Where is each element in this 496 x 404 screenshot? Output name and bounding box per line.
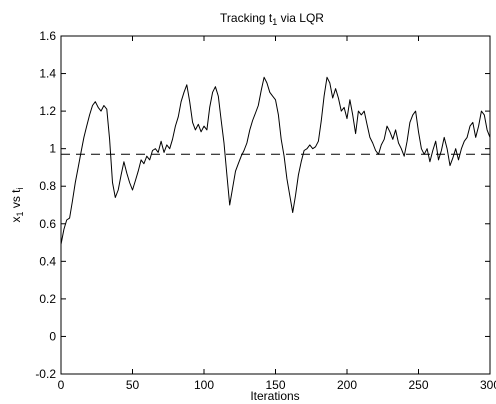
y-tick-label: 0.8 <box>39 179 56 193</box>
y-tick-label: 0.2 <box>39 292 56 306</box>
y-tick-label: 1.2 <box>39 104 56 118</box>
y-tick-label: 1 <box>49 142 56 156</box>
y-axis-label: x1 vs ti <box>9 187 25 222</box>
tracking-line <box>60 76 491 245</box>
y-tick-label: 0.4 <box>39 254 56 268</box>
x-tick-label: 100 <box>194 378 214 392</box>
y-tick-label: 0.6 <box>39 217 56 231</box>
y-tick-label: -0.2 <box>35 367 56 381</box>
x-axis-label: Iterations <box>250 389 299 403</box>
plot-area <box>60 35 491 375</box>
chart-title: Tracking t1 via LQR <box>220 11 324 27</box>
x-tick-label: 300 <box>480 378 496 392</box>
x-tick-label: 200 <box>337 378 357 392</box>
y-tick-label: 1.4 <box>39 67 56 81</box>
y-tick-label: 0 <box>49 329 56 343</box>
y-tick-label: 1.6 <box>39 29 56 43</box>
x-tick-label: 150 <box>265 378 285 392</box>
x-tick-label: 50 <box>126 378 140 392</box>
x-tick-label: 0 <box>58 378 65 392</box>
x-tick-label: 250 <box>408 378 428 392</box>
